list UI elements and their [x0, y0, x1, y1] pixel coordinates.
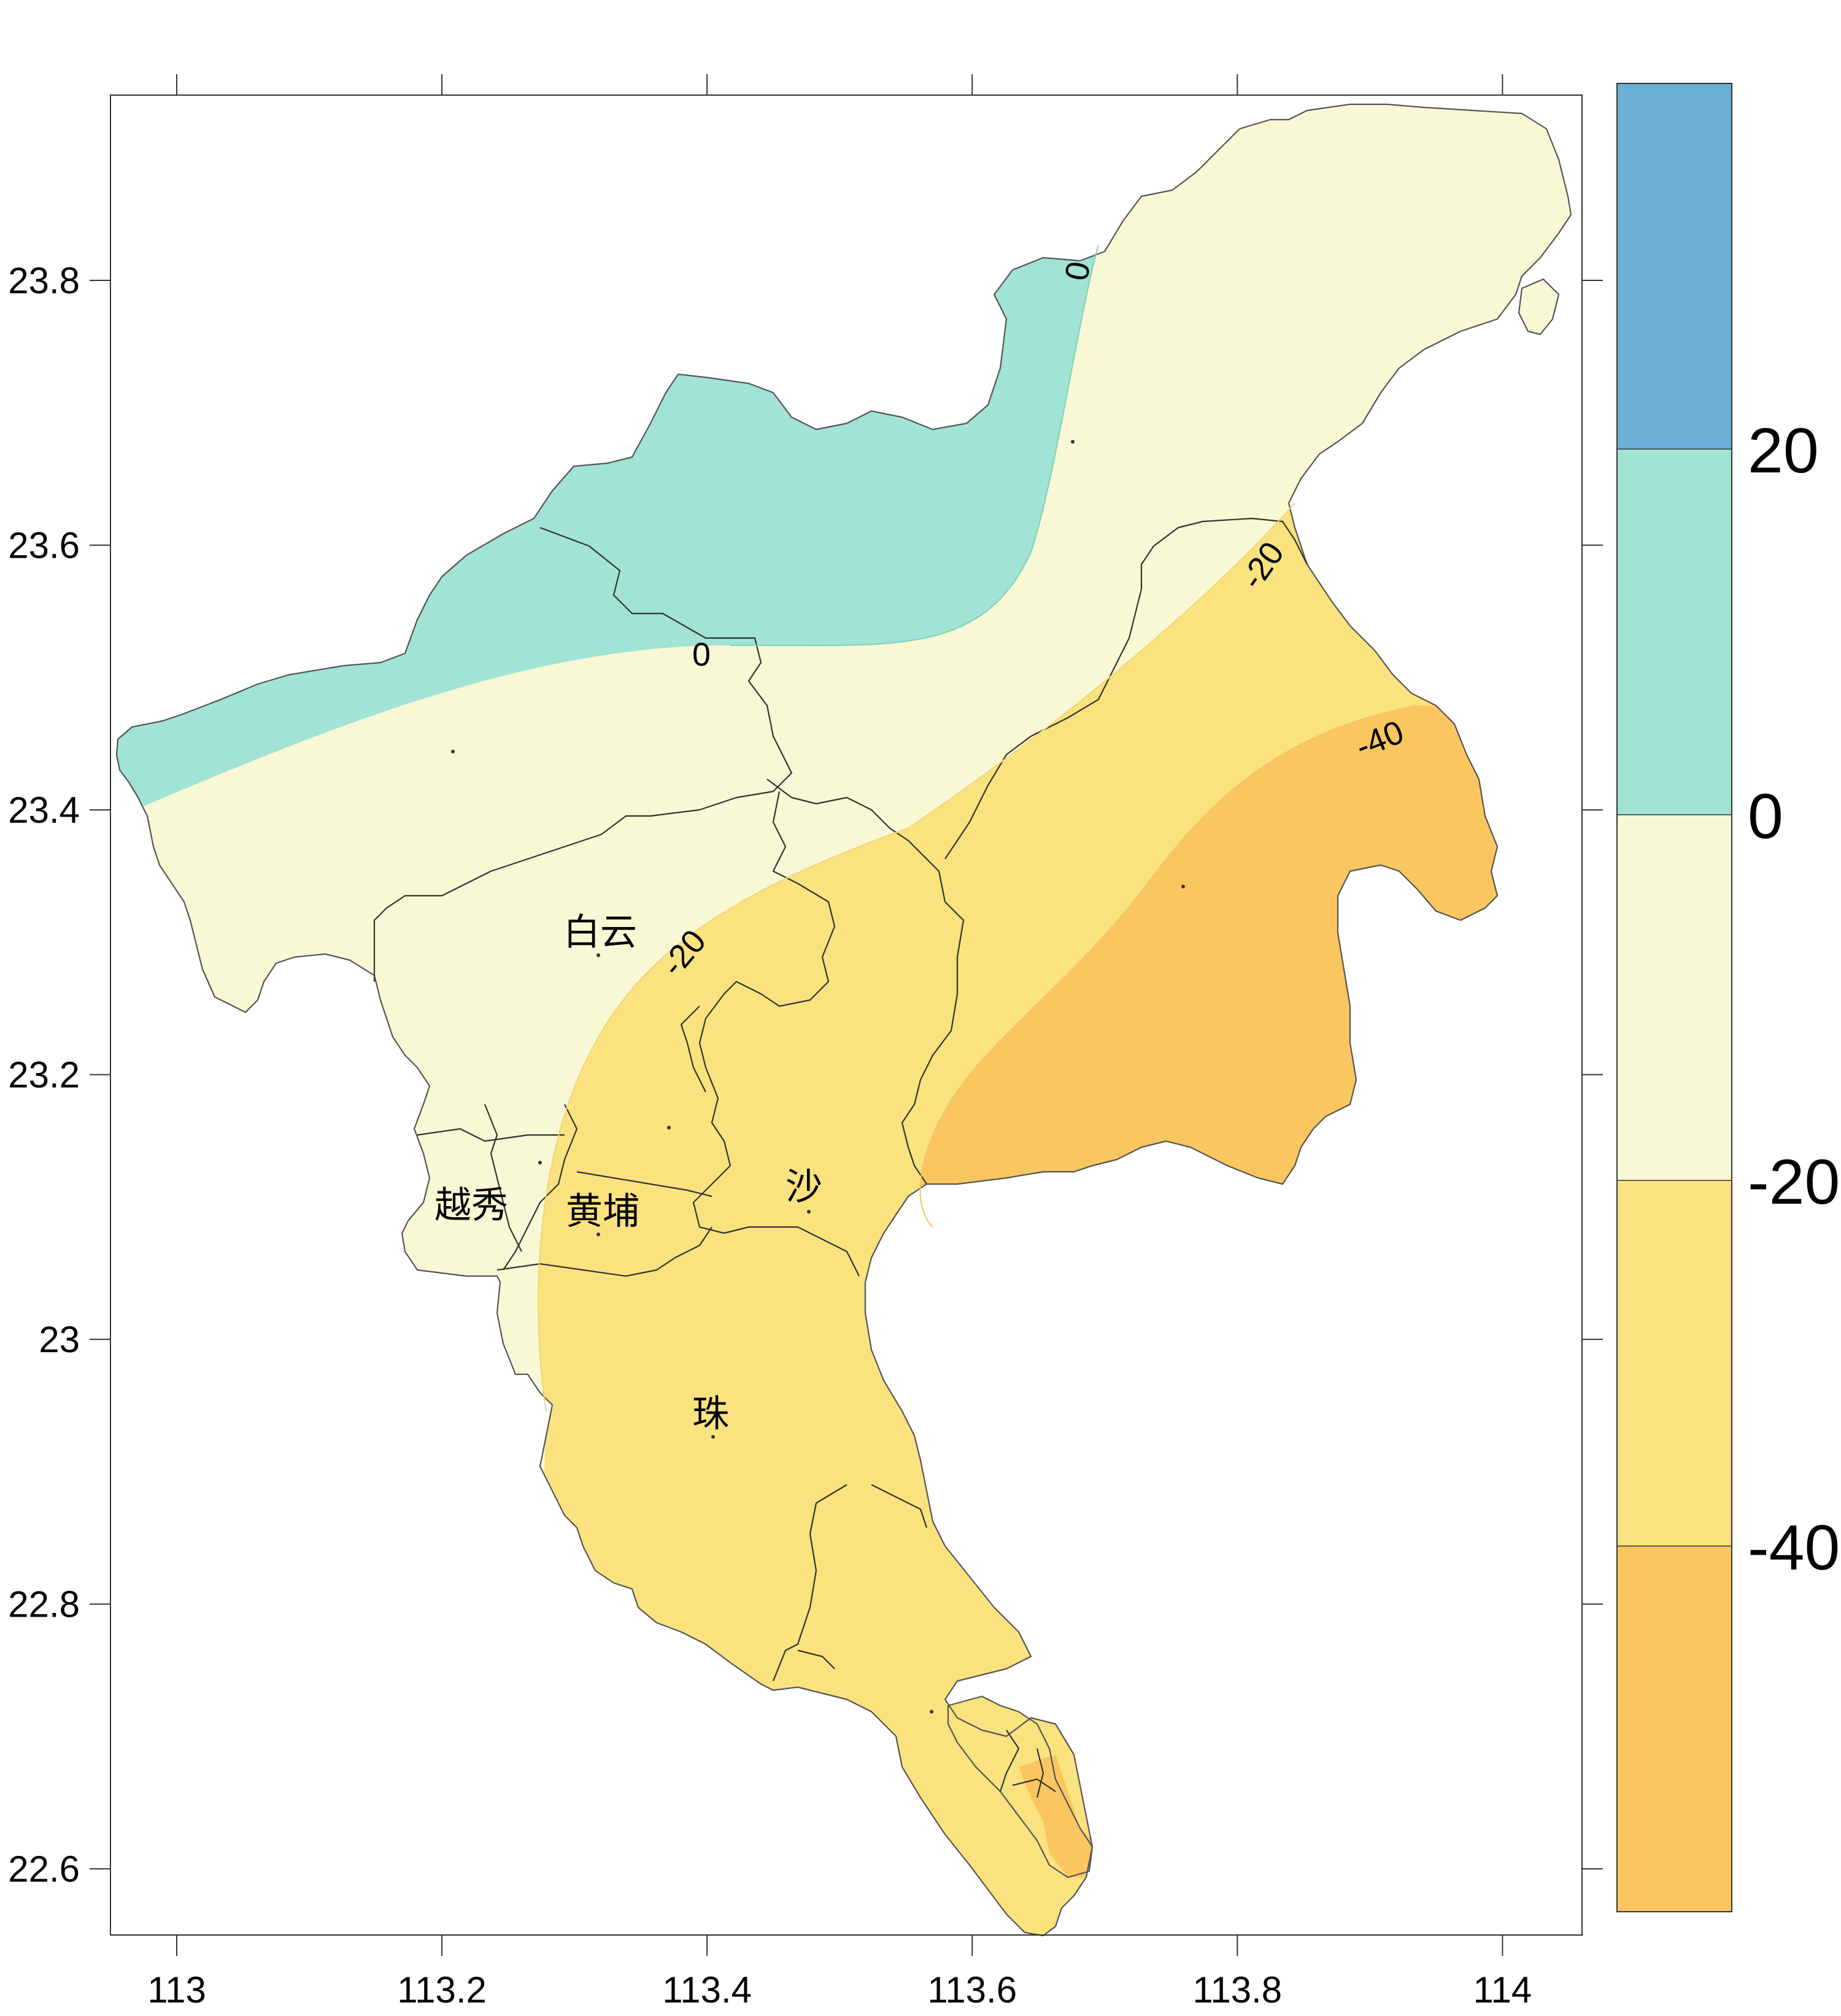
- y-tick-label: 23.8: [8, 260, 80, 301]
- contour-label-0-mid: 0: [692, 636, 711, 673]
- colorbar: 20 0 -20 -40: [1616, 83, 1840, 1912]
- colorbar-label-0: 0: [1748, 781, 1783, 852]
- x-tick-label: 113: [147, 1969, 206, 2010]
- district-label-zhu: 珠: [692, 1393, 729, 1436]
- district-label-yuexiu: 越秀: [434, 1184, 508, 1227]
- x-tick-label: 113.4: [662, 1969, 752, 2010]
- colorbar-band-m20-0: [1617, 815, 1732, 1180]
- y-axis: 23.8 23.6 23.4 23.2 23 22.8 22.6: [8, 260, 1603, 1890]
- y-tick-label: 23.2: [8, 1055, 80, 1096]
- district-label-baiyun: 白云: [563, 911, 637, 954]
- district-label-sha: 沙: [785, 1166, 822, 1209]
- colorbar-label-20: 20: [1748, 415, 1819, 487]
- colorbar-band-below-m40: [1617, 1546, 1732, 1912]
- x-tick-label: 113.8: [1192, 1969, 1282, 2010]
- y-tick-label: 23: [39, 1319, 80, 1360]
- x-tick-label: 113.6: [927, 1969, 1017, 2010]
- colorbar-label-m40: -40: [1748, 1512, 1840, 1583]
- district-labels: 白云 越秀 黄埔 沙 珠: [434, 911, 822, 1436]
- y-tick-label: 22.6: [8, 1849, 80, 1890]
- district-label-huangpu: 黄埔: [566, 1190, 639, 1233]
- colorbar-band-0-20: [1617, 449, 1732, 815]
- y-tick-label: 23.4: [8, 790, 80, 831]
- district-boundaries: [373, 517, 1308, 1798]
- contour-lines: [538, 245, 1418, 1412]
- x-tick-label: 114: [1473, 1969, 1532, 2010]
- city-markers: [451, 440, 1185, 1714]
- x-tick-label: 113.2: [397, 1969, 487, 2010]
- y-tick-label: 23.6: [8, 525, 80, 566]
- y-tick-label: 22.8: [8, 1584, 80, 1625]
- colorbar-frame: [1616, 83, 1732, 1912]
- band-below-m40-island: [1019, 1755, 1098, 1877]
- x-axis: 113 113.2 113.4 113.6 113.8 114: [147, 74, 1532, 2010]
- colorbar-band-m40-m20: [1617, 1180, 1732, 1546]
- plot-frame: [110, 94, 1583, 1936]
- colorbar-band-above-20: [1617, 83, 1732, 449]
- colorbar-label-m20: -20: [1748, 1147, 1840, 1218]
